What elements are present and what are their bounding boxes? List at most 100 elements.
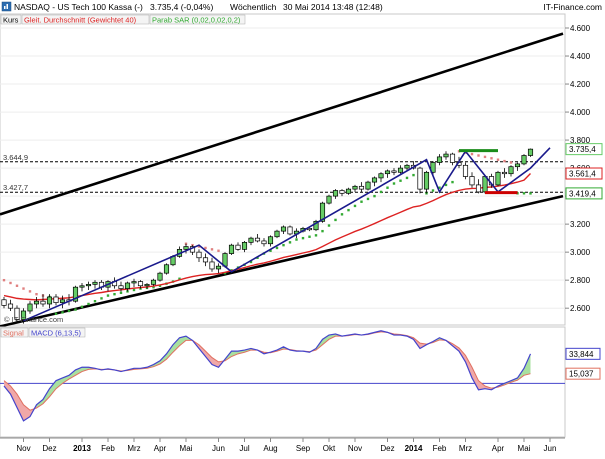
candle-body (521, 155, 527, 165)
price-label-box (565, 167, 603, 180)
candle-body (339, 190, 345, 194)
sar-dot (483, 155, 487, 159)
candle-body (196, 251, 202, 259)
candle-body (40, 300, 46, 305)
candle (495, 170, 501, 187)
macd-fill-segment (179, 336, 186, 346)
sar-dot (379, 190, 383, 194)
macd-fill-segment (10, 386, 17, 408)
sar-dot (93, 299, 97, 303)
candle-body (443, 153, 449, 158)
candle-body (352, 185, 358, 190)
candle (131, 278, 137, 288)
candle-body (508, 166, 514, 175)
candle (254, 233, 261, 243)
sar-dot (490, 157, 493, 160)
candle-body (527, 148, 534, 156)
candle (40, 294, 46, 307)
candle (7, 299, 14, 311)
candle-body (326, 195, 332, 204)
candle (521, 154, 527, 166)
macd-fill-segment (478, 380, 485, 390)
candle-body (85, 284, 92, 287)
macd-fill-segment (82, 367, 89, 372)
sar-dot (451, 180, 454, 184)
ma-line (3, 173, 532, 301)
macd-label-text: 15,037 (569, 370, 594, 379)
time-tick-label: Aug (263, 444, 277, 453)
trend-channel (0, 32, 564, 328)
candle-body (345, 188, 352, 194)
sar-dot (444, 183, 448, 187)
sar-dot (106, 294, 110, 297)
sar-dot (470, 152, 474, 156)
candle (514, 162, 521, 171)
candle (436, 154, 443, 166)
price-tick-label: 3.000 (570, 248, 591, 257)
price-tick-label: 3.200 (570, 220, 591, 229)
sar-dot (373, 194, 376, 198)
price-tick-label: 4.000 (570, 108, 591, 117)
price-label-text: 3.561,4 (569, 170, 596, 179)
candle (371, 176, 378, 187)
candle-body (287, 226, 293, 235)
candle-body (280, 226, 287, 232)
price-tick-label: 2.800 (570, 276, 591, 285)
candle-body (404, 164, 410, 169)
candle (124, 281, 131, 292)
candle-body (27, 303, 33, 312)
time-axis: Nov Dez 2013 Feb Mrz Apr Mai Jun Jul Aug Sep Okt Nov… (0, 437, 565, 453)
horizontal-levels: 3.644,9 3.427,7 (0, 153, 565, 193)
sar-dot (360, 200, 363, 203)
candle-body (118, 285, 124, 289)
candle (443, 151, 449, 160)
time-tick-label: Nov (348, 444, 362, 453)
macd-labels: 33,844 15,037 (565, 347, 601, 380)
candle-body (462, 164, 469, 177)
candle (72, 285, 79, 303)
candle (150, 278, 157, 286)
price-label: 3.561,4 (565, 167, 603, 180)
sar-dot (74, 308, 77, 311)
price-legend: Kurs Gleit. Durchschnitt (Gewichtet 40) … (0, 14, 246, 25)
candle-body (430, 162, 436, 173)
level-label: 3.427,7 (3, 183, 28, 192)
candle (397, 165, 404, 174)
sar-dot (438, 186, 441, 189)
candle-body (124, 282, 131, 289)
candle-body (365, 181, 371, 190)
sar-dot (334, 218, 337, 222)
candle-body (469, 176, 475, 186)
header-last: 3.735,4 (-0,04%) (150, 2, 213, 12)
sar-dot (158, 284, 162, 287)
candle-body (501, 171, 508, 175)
candle-body (358, 185, 365, 190)
candle (462, 162, 469, 180)
macd-fill-segment (4, 380, 11, 395)
sar-dot (210, 248, 214, 251)
candle-body (33, 300, 40, 305)
header-title: NASDAQ - US Tech 100 Kassa (-) (14, 2, 143, 12)
sar-dot (61, 311, 64, 314)
time-tick-label: Mrz (127, 444, 140, 453)
legend-macd: MACD (6,13,5) (31, 329, 82, 338)
candle (430, 161, 436, 176)
sar-dot (223, 271, 227, 275)
candle-body (384, 170, 391, 175)
macd-lines (3, 330, 532, 422)
candle (157, 271, 163, 282)
candle (345, 187, 352, 195)
time-tick-label: Feb (433, 444, 447, 453)
header-icon (1, 1, 12, 12)
macd-fill-segment (49, 380, 56, 397)
time-tick-label: Nov (16, 444, 30, 453)
candle (358, 182, 365, 192)
sar-dot (308, 235, 311, 238)
candle-body (228, 244, 235, 254)
macd-fill-segment (36, 399, 43, 409)
candle (287, 225, 293, 236)
time-tick-label: Apr (492, 444, 505, 453)
marker-bars (459, 149, 518, 195)
time-tick-label: Dez (380, 444, 394, 453)
